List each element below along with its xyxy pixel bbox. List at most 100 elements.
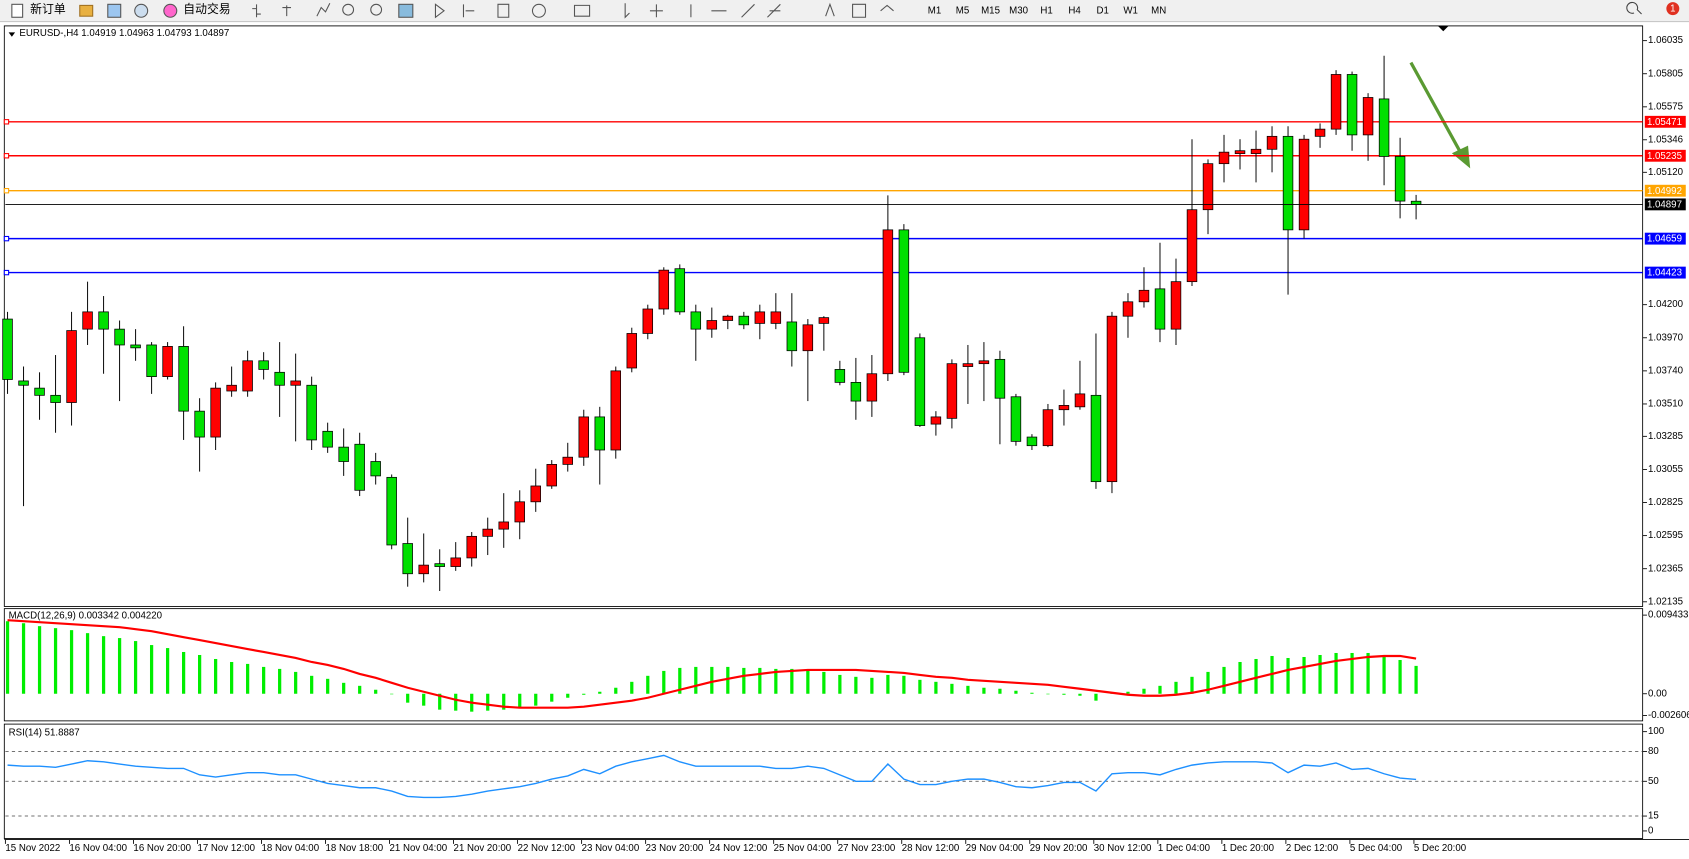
macd-bar bbox=[1142, 688, 1146, 694]
candle-body bbox=[706, 320, 718, 330]
timeframe-button[interactable]: M1 bbox=[928, 5, 941, 16]
toolbar-icons bbox=[11, 2, 894, 19]
candle-body bbox=[674, 268, 686, 313]
candle-body bbox=[1378, 98, 1390, 157]
candle-body bbox=[738, 315, 750, 326]
candle-body bbox=[786, 321, 798, 352]
candle-body bbox=[834, 369, 846, 383]
candle-body bbox=[530, 485, 541, 503]
macd-bar bbox=[662, 670, 666, 694]
timeframe-button[interactable]: M30 bbox=[1009, 5, 1028, 16]
timeframe-button[interactable]: M5 bbox=[956, 5, 969, 16]
macd-bar bbox=[342, 682, 346, 694]
x-tick-label: 15 Nov 2022 bbox=[5, 843, 60, 854]
macd-bar bbox=[165, 648, 170, 694]
level-label-bg bbox=[1644, 149, 1686, 162]
candle-body bbox=[1122, 301, 1134, 317]
macd-bar bbox=[294, 671, 298, 694]
candle-body bbox=[1346, 74, 1358, 136]
panel-title: RSI(14) 51.8887 bbox=[9, 727, 80, 738]
macd-bar bbox=[358, 685, 362, 694]
y-tick-label: 1.03740 bbox=[1648, 365, 1684, 376]
icon bbox=[342, 3, 355, 16]
level-label-bg bbox=[1644, 115, 1686, 128]
candle-body bbox=[562, 456, 573, 465]
macd-bar bbox=[790, 668, 794, 694]
macd-bar bbox=[998, 688, 1002, 694]
x-tick-label: 21 Nov 04:00 bbox=[390, 843, 448, 854]
macd-bar bbox=[262, 666, 266, 694]
x-tick-label: 2 Dec 12:00 bbox=[1286, 843, 1339, 854]
candle-body bbox=[1410, 200, 1422, 205]
x-tick-label: 29 Nov 20:00 bbox=[1030, 843, 1088, 854]
y-tick-label: 1.02135 bbox=[1648, 596, 1683, 607]
macd-bar bbox=[806, 669, 810, 694]
macd-bar bbox=[486, 693, 490, 711]
macd-bar bbox=[822, 671, 826, 694]
x-tick-label: 30 Nov 12:00 bbox=[1094, 843, 1152, 854]
timeframe-button[interactable]: W1 bbox=[1123, 5, 1138, 16]
arrow-head bbox=[1451, 145, 1471, 169]
timeframe-button[interactable]: H1 bbox=[1040, 5, 1052, 16]
macd-bar bbox=[566, 693, 570, 698]
candle-body bbox=[850, 381, 862, 402]
level-label: 1.04992 bbox=[1647, 186, 1682, 197]
macd-bar bbox=[1238, 661, 1242, 694]
timeframe-button[interactable]: H4 bbox=[1068, 5, 1081, 16]
macd-bar bbox=[37, 626, 42, 694]
macd-bar bbox=[582, 693, 586, 695]
y-tick-label: 1.03285 bbox=[1648, 431, 1683, 442]
candle-body bbox=[1250, 148, 1262, 154]
level-label: 1.05235 bbox=[1647, 151, 1682, 162]
level-label: 1.05471 bbox=[1647, 117, 1682, 128]
icon bbox=[11, 3, 24, 18]
y-tick-label: 50 bbox=[1648, 776, 1659, 787]
level-handle bbox=[3, 235, 10, 242]
macd-bar bbox=[1302, 656, 1306, 694]
macd-bar bbox=[117, 638, 122, 694]
x-tick-label: 29 Nov 04:00 bbox=[966, 843, 1024, 854]
macd-bar bbox=[1222, 666, 1226, 694]
candle-body bbox=[578, 416, 589, 458]
toolbar-button[interactable]: 自动交易 bbox=[183, 2, 230, 16]
y-tick-label: 1.02595 bbox=[1648, 530, 1683, 541]
icon bbox=[107, 3, 122, 18]
toolbar bbox=[0, 0, 1689, 22]
toolbar-button[interactable]: 新订单 bbox=[30, 2, 66, 16]
macd-bar bbox=[198, 654, 202, 694]
x-tick-label: 1 Dec 04:00 bbox=[1158, 843, 1211, 854]
y-tick-label: 1.02365 bbox=[1648, 563, 1683, 574]
y-tick-label: 1.04200 bbox=[1648, 299, 1684, 310]
x-tick-label: 18 Nov 18:00 bbox=[326, 843, 384, 854]
timeframe-button[interactable]: M15 bbox=[981, 5, 1000, 16]
timeframe-button[interactable]: MN bbox=[1151, 5, 1166, 16]
y-tick-label: 1.05346 bbox=[1648, 134, 1683, 145]
candle-body bbox=[306, 384, 317, 441]
candle-body bbox=[594, 416, 606, 451]
candle-body bbox=[210, 387, 221, 438]
y-tick-label: 0 bbox=[1648, 826, 1654, 837]
level-label-bg bbox=[1644, 266, 1686, 279]
macd-bar bbox=[246, 663, 250, 694]
macd-bar bbox=[550, 693, 554, 702]
notification-badge[interactable] bbox=[1666, 2, 1680, 16]
candle-body bbox=[354, 443, 365, 491]
y-tick-label: 1.03510 bbox=[1648, 399, 1684, 410]
candle-body bbox=[1218, 151, 1230, 165]
candle-body bbox=[274, 371, 285, 386]
macd-bar bbox=[1398, 659, 1402, 694]
macd-bar bbox=[614, 687, 618, 694]
macd-bar bbox=[1046, 693, 1050, 695]
macd-bar bbox=[230, 661, 234, 694]
signal-line bbox=[7, 619, 1417, 709]
candle-body bbox=[98, 311, 109, 330]
search-icon[interactable] bbox=[1626, 1, 1642, 15]
level-handle bbox=[3, 153, 10, 159]
macd-bar bbox=[1318, 654, 1322, 694]
candle-body bbox=[1186, 209, 1198, 283]
level-handle bbox=[3, 269, 10, 276]
level-label: 1.04423 bbox=[1647, 268, 1682, 279]
y-tick-label: 80 bbox=[1648, 746, 1659, 757]
timeframe-button[interactable]: D1 bbox=[1096, 5, 1108, 16]
